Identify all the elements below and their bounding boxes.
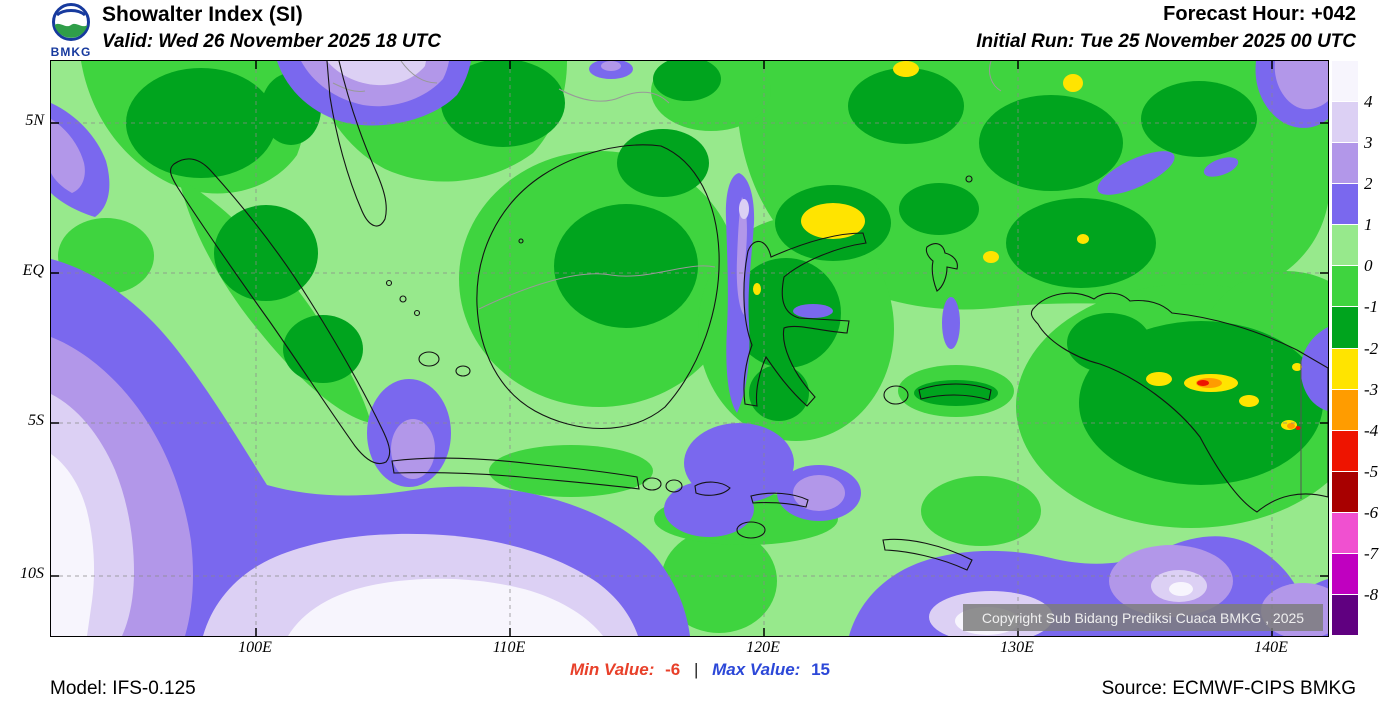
min-max-summary: Min Value: -6 | Max Value: 15	[0, 660, 1400, 680]
legend-label: -2	[1364, 338, 1379, 358]
max-value: 15	[811, 660, 830, 679]
sumba-coastline	[736, 521, 766, 539]
sumbawa-coastline	[694, 481, 731, 496]
legend-swatch	[1332, 102, 1358, 144]
lombok-coastline	[665, 479, 683, 493]
lon-label-120e: 120E	[746, 639, 780, 656]
timor-coastline	[882, 538, 973, 571]
borneo-coastline	[476, 144, 720, 429]
legend-swatch	[1332, 471, 1358, 513]
papua-coastline	[1030, 292, 1329, 513]
copyright-text: Copyright Sub Bidang Prediksi Cuaca BMKG…	[982, 610, 1304, 626]
legend-swatch	[1332, 61, 1358, 103]
seram-coastline	[918, 383, 992, 401]
buru-coastline	[883, 385, 909, 405]
flores-coastline	[750, 492, 809, 508]
bali-coastline	[642, 477, 662, 491]
legend-swatch	[1332, 225, 1358, 267]
bmkg-logo: BMKG	[46, 2, 96, 59]
legend-label: -7	[1364, 543, 1379, 563]
legend-label: -5	[1364, 461, 1379, 481]
initial-run: Initial Run: Tue 25 November 2025 00 UTC	[976, 31, 1356, 52]
country-borders-gray	[332, 60, 1302, 499]
lon-label-130e: 130E	[1000, 639, 1034, 656]
lon-label-110e: 110E	[492, 639, 526, 656]
legend-swatch	[1332, 389, 1358, 431]
si-contour-field	[51, 51, 1371, 643]
bmkg-logo-label: BMKG	[50, 45, 92, 59]
lat-label-5s: 5S	[28, 412, 44, 429]
legend-label: 4	[1364, 92, 1373, 112]
weather-map: Copyright Sub Bidang Prediksi Cuaca BMKG…	[50, 51, 1371, 643]
coastlines	[169, 60, 1329, 571]
lat-label-10s: 10S	[20, 565, 44, 582]
source-label: Source: ECMWF-CIPS BMKG	[1101, 678, 1356, 699]
legend-label: -4	[1364, 420, 1379, 440]
legend-label: -8	[1364, 584, 1379, 604]
legend-label: -1	[1364, 297, 1379, 317]
malay-peninsula-coastline	[326, 60, 387, 227]
legend-label: 3	[1364, 133, 1373, 153]
latlon-gridlines	[51, 61, 1328, 636]
legend-label: -6	[1364, 502, 1379, 522]
legend-label: 0	[1364, 256, 1373, 276]
forecast-hour: Forecast Hour: +042	[1163, 3, 1356, 25]
legend-swatch	[1332, 512, 1358, 554]
lon-label-100e: 100E	[238, 639, 272, 656]
min-value: -6	[665, 660, 681, 679]
halmahera-coastline	[925, 243, 958, 292]
max-value-label: Max Value:	[712, 660, 801, 679]
legend-swatch	[1332, 266, 1358, 308]
axis-ticks	[51, 61, 1328, 636]
copyright-overlay: Copyright Sub Bidang Prediksi Cuaca BMKG…	[963, 604, 1323, 631]
legend-swatch	[1332, 143, 1358, 185]
legend-label: 2	[1364, 174, 1373, 194]
valid-time: Valid: Wed 26 November 2025 18 UTC	[102, 31, 441, 52]
map-svg: Copyright Sub Bidang Prediksi Cuaca BMKG…	[51, 51, 1371, 643]
legend-swatch	[1332, 184, 1358, 226]
min-value-label: Min Value:	[570, 660, 655, 679]
legend-label: -3	[1364, 379, 1379, 399]
java-coastline	[391, 457, 640, 490]
belitung-coastline	[455, 365, 471, 377]
legend-swatch	[1332, 595, 1358, 637]
legend-label: 1	[1364, 215, 1373, 235]
bangka-coastline	[418, 351, 440, 367]
lat-label-eq: EQ	[22, 262, 44, 279]
lon-label-140e: 140E	[1254, 639, 1288, 656]
legend-swatch	[1332, 430, 1358, 472]
sulawesi-coastline	[743, 232, 867, 407]
sumatra-coastline	[169, 158, 391, 464]
min-max-separator: |	[693, 660, 699, 679]
legend	[1332, 61, 1358, 637]
model-label: Model: IFS-0.125	[50, 678, 196, 699]
legend-labels: 4 3 2 1 0 -1 -2 -3 -4 -5 -6 -7 -8	[1364, 61, 1398, 636]
legend-swatch	[1332, 553, 1358, 596]
legend-swatch	[1332, 307, 1358, 349]
lat-label-5n: 5N	[25, 112, 44, 129]
legend-swatch	[1332, 348, 1358, 390]
bmkg-logo-icon	[52, 3, 90, 41]
page-title: Showalter Index (SI)	[102, 3, 303, 26]
